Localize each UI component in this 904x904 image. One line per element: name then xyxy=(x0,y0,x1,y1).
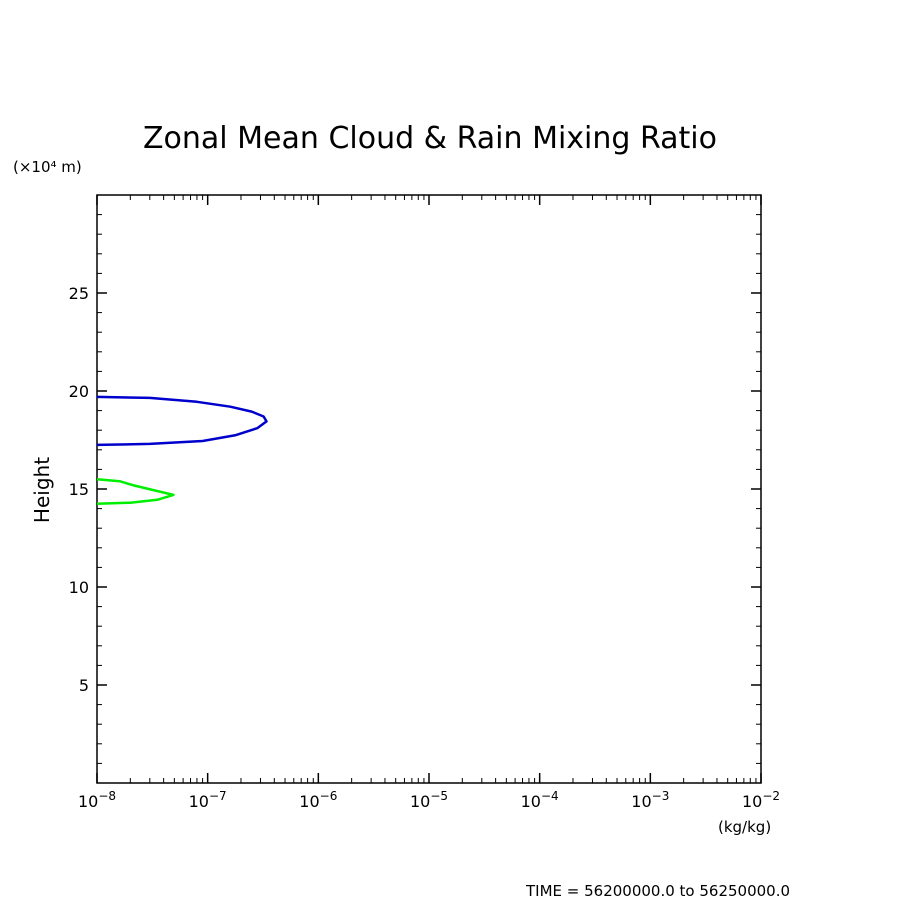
x-tick-label: 10−3 xyxy=(631,789,669,811)
y-tick-label: 20 xyxy=(69,382,89,401)
y-tick-label: 15 xyxy=(69,480,89,499)
axis-tick-labels: 10−8 10−7 10−6 10−5 10−4 10−3 10−2 5 10 15 20 25 xyxy=(69,284,780,811)
x-tick-label: 10−7 xyxy=(189,789,227,811)
x-tick-label: 10−2 xyxy=(742,789,780,811)
x-tick-label: 10−5 xyxy=(410,789,448,811)
x-tick-label: 10−8 xyxy=(78,789,116,811)
time-range-label: TIME = 56200000.0 to 56250000.0 xyxy=(525,882,790,900)
y-tick-label: 10 xyxy=(69,578,89,597)
y-tick-label: 5 xyxy=(79,676,89,695)
series-group xyxy=(96,395,268,505)
series-line-2 xyxy=(96,477,175,505)
x-tick-label: 10−6 xyxy=(299,789,337,811)
y-axis-title: Height xyxy=(30,457,54,523)
x-tick-label: 10−4 xyxy=(521,789,559,811)
chart-title: Zonal Mean Cloud & Rain Mixing Ratio xyxy=(143,121,717,156)
y-unit-label: (×10⁴ m) xyxy=(13,158,82,176)
x-unit-label: (kg/kg) xyxy=(718,818,771,836)
y-tick-label: 25 xyxy=(69,284,89,303)
axis-ticks xyxy=(96,195,762,783)
series-line-1 xyxy=(96,395,268,447)
plot-frame xyxy=(96,194,762,784)
